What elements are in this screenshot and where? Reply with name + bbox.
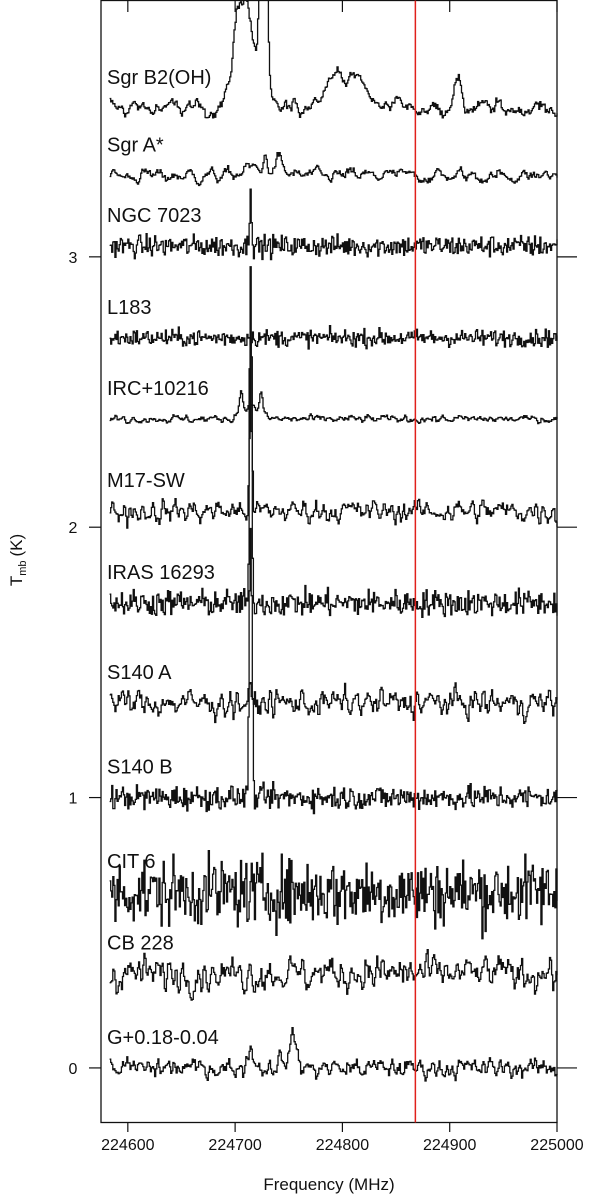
svg-text:Tmb(K): Tmb (K) [7,534,29,586]
spectrum-line [109,1027,558,1082]
series-label: IRC+10216 [107,378,209,400]
series-label: S140 A [107,662,172,684]
y-axis-label-sub: mb [17,561,29,576]
spectrum-line [109,527,558,815]
x-axis: 224600 224700 224800 224900 225000 [101,0,584,1154]
spectrum-line [109,0,558,119]
spectrum-line [109,682,558,725]
y-axis-label-unit: (K) [7,534,26,557]
series-label: G+0.18-0.04 [107,1027,219,1049]
x-tick-label: 224700 [208,1137,261,1154]
series-label: CIT 6 [107,851,156,873]
spectrum-line [109,390,558,425]
series-label: L183 [107,297,152,319]
spectrum-line [109,948,558,1001]
series-label: Sgr A* [107,135,164,157]
y-axis-label-main: T [7,576,26,586]
y-tick-label: 2 [69,520,78,537]
spectra-group [109,0,558,1082]
series-label: M17-SW [107,470,185,492]
spectrum-line [109,324,558,350]
series-label: CB 228 [107,932,174,954]
x-tick-label: 224800 [316,1137,369,1154]
spectrum-line [109,849,558,940]
series-label: Sgr B2(OH) [107,67,211,89]
spectrum-line [109,188,558,261]
y-tick-label: 0 [69,1061,78,1078]
series-labels: Sgr B2(OH) Sgr A* NGC 7023 L183 IRC+10216 M17… [107,67,219,1049]
series-label: NGC 7023 [107,205,202,227]
y-tick-label: 1 [69,791,78,808]
spectrum-line [109,266,558,529]
spectrum-line [109,152,558,187]
x-axis-label: Frequency (MHz) [263,1175,394,1194]
x-tick-label: 224600 [101,1137,154,1154]
series-label: S140 B [107,757,173,779]
series-label: IRAS 16293 [107,562,215,584]
plot-frame [100,0,558,1124]
spectrum-line [109,338,558,619]
x-tick-label: 225000 [530,1137,583,1154]
y-tick-label: 3 [69,250,78,267]
y-axis-label: Tmb (K) [7,534,29,586]
y-axis: 0 1 2 3 [69,250,577,1078]
x-tick-label: 224900 [423,1137,476,1154]
